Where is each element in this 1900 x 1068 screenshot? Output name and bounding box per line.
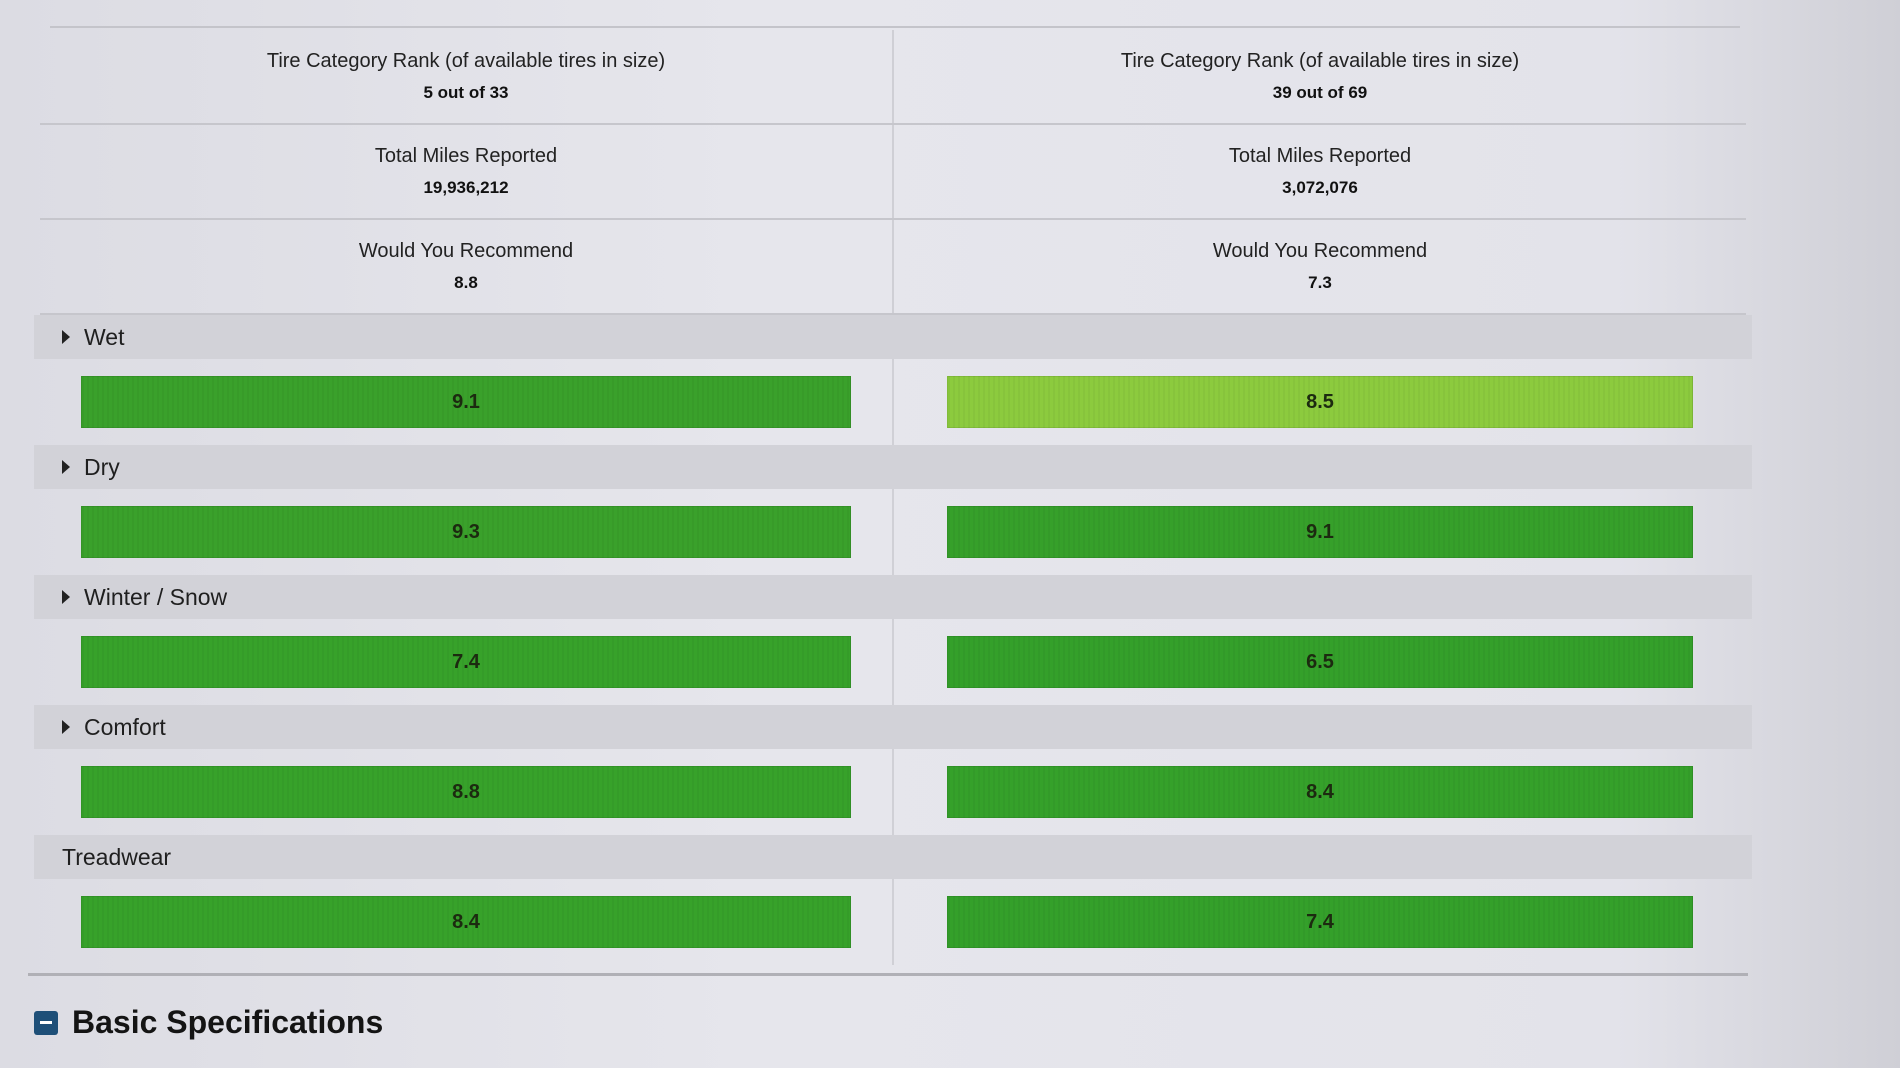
stat-cell-left: Would You Recommend 8.8 [40,220,894,313]
rating-row-treadwear: 8.4 7.4 [40,879,1746,965]
rating-cell-right: 6.5 [894,619,1746,705]
rating-bar: 7.4 [81,636,851,688]
rating-bar: 8.5 [947,376,1693,428]
stat-label: Tire Category Rank (of available tires i… [1120,50,1520,72]
category-header-comfort[interactable]: Comfort [34,705,1752,749]
rating-cell-left: 8.4 [40,879,894,965]
rating-cell-left: 8.8 [40,749,894,835]
rating-cell-right: 9.1 [894,489,1746,575]
caret-right-icon [62,330,70,344]
rating-bar: 7.4 [947,896,1693,948]
stat-value: 7.3 [1308,273,1332,292]
section-basic-specifications[interactable]: Basic Specifications [34,1004,383,1041]
stat-row-recommend: Would You Recommend 8.8 Would You Recomm… [40,220,1746,315]
rating-cell-left: 9.3 [40,489,894,575]
rating-cell-right: 8.5 [894,359,1746,445]
rating-cell-left: 7.4 [40,619,894,705]
rating-bar: 9.3 [81,506,851,558]
rating-row-wet: 9.1 8.5 [40,359,1746,445]
rating-cell-right: 8.4 [894,749,1746,835]
stat-cell-right: Would You Recommend 7.3 [894,220,1746,313]
category-label: Wet [84,323,125,350]
top-divider [50,26,1740,28]
rating-bar: 6.5 [947,636,1693,688]
stat-label: Total Miles Reported [374,145,558,167]
category-header-wet[interactable]: Wet [34,315,1752,359]
stat-row-rank: Tire Category Rank (of available tires i… [40,30,1746,125]
section-divider [28,973,1748,976]
rating-row-winter-snow: 7.4 6.5 [40,619,1746,705]
stat-label: Total Miles Reported [1228,145,1412,167]
stat-value: 39 out of 69 [1272,83,1368,102]
category-label: Dry [84,453,120,480]
stat-label: Would You Recommend [1212,240,1428,262]
stat-row-miles: Total Miles Reported 19,936,212 Total Mi… [40,125,1746,220]
stat-value: 19,936,212 [423,178,509,197]
stat-cell-left: Tire Category Rank (of available tires i… [40,30,894,123]
category-label: Winter / Snow [84,583,228,610]
stat-label: Tire Category Rank (of available tires i… [266,50,666,72]
rating-bar: 8.8 [81,766,851,818]
category-header-winter-snow[interactable]: Winter / Snow [34,575,1752,619]
stat-value: 8.8 [454,273,478,292]
category-header-treadwear: Treadwear [34,835,1752,879]
rating-bar: 8.4 [947,766,1693,818]
stat-cell-right: Tire Category Rank (of available tires i… [894,30,1746,123]
rating-bar: 9.1 [947,506,1693,558]
stat-cell-left: Total Miles Reported 19,936,212 [40,125,894,218]
rating-cell-left: 9.1 [40,359,894,445]
caret-right-icon [62,720,70,734]
comparison-table: Tire Category Rank (of available tires i… [34,30,1752,965]
section-title: Basic Specifications [72,1004,384,1040]
rating-bar: 8.4 [81,896,851,948]
caret-right-icon [62,590,70,604]
collapse-minus-icon[interactable] [34,1010,58,1035]
category-header-dry[interactable]: Dry [34,445,1752,489]
stat-value: 5 out of 33 [423,83,509,102]
category-label: Comfort [84,713,166,740]
rating-row-dry: 9.3 9.1 [40,489,1746,575]
caret-right-icon [62,460,70,474]
stat-value: 3,072,076 [1282,178,1358,197]
stat-label: Would You Recommend [358,240,574,262]
stat-cell-right: Total Miles Reported 3,072,076 [894,125,1746,218]
category-label: Treadwear [62,843,172,870]
rating-row-comfort: 8.8 8.4 [40,749,1746,835]
rating-bar: 9.1 [81,376,851,428]
rating-cell-right: 7.4 [894,879,1746,965]
